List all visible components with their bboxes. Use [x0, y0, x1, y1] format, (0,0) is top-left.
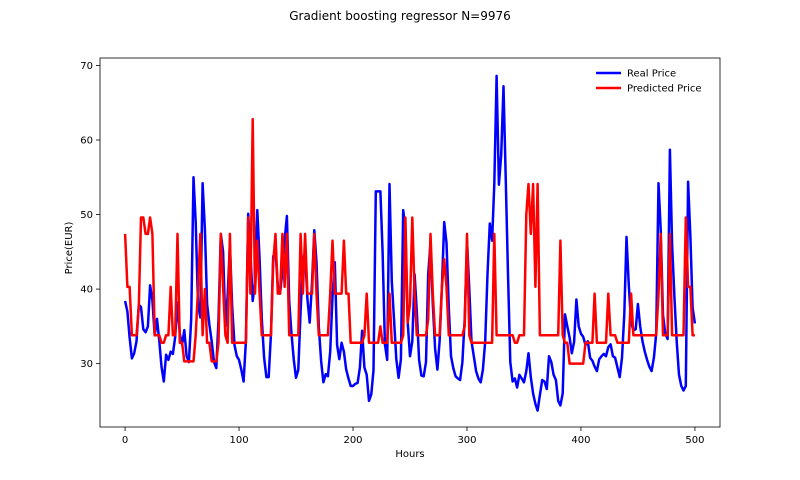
y-tick-label: 60 [80, 136, 93, 147]
legend-label-0: Real Price [627, 69, 676, 80]
y-axis-label: Price(EUR) [64, 222, 75, 275]
x-axis-label: Hours [395, 449, 424, 460]
x-tick-label: 100 [229, 435, 248, 446]
chart-title: Gradient boosting regressor N=9976 [289, 9, 511, 23]
x-tick-label: 400 [571, 435, 590, 446]
y-tick-label: 50 [80, 210, 93, 221]
y-tick-label: 40 [80, 285, 93, 296]
legend-label-1: Predicted Price [627, 84, 702, 95]
x-tick-label: 0 [122, 435, 128, 446]
y-tick-label: 30 [80, 359, 93, 370]
y-tick-label: 70 [80, 61, 93, 72]
x-tick-label: 300 [457, 435, 476, 446]
x-tick-label: 200 [343, 435, 362, 446]
series-line-1 [123, 117, 695, 365]
legend: Real Price Predicted Price [596, 69, 702, 95]
x-tick-label: 500 [685, 435, 704, 446]
plot-frame [99, 57, 721, 428]
